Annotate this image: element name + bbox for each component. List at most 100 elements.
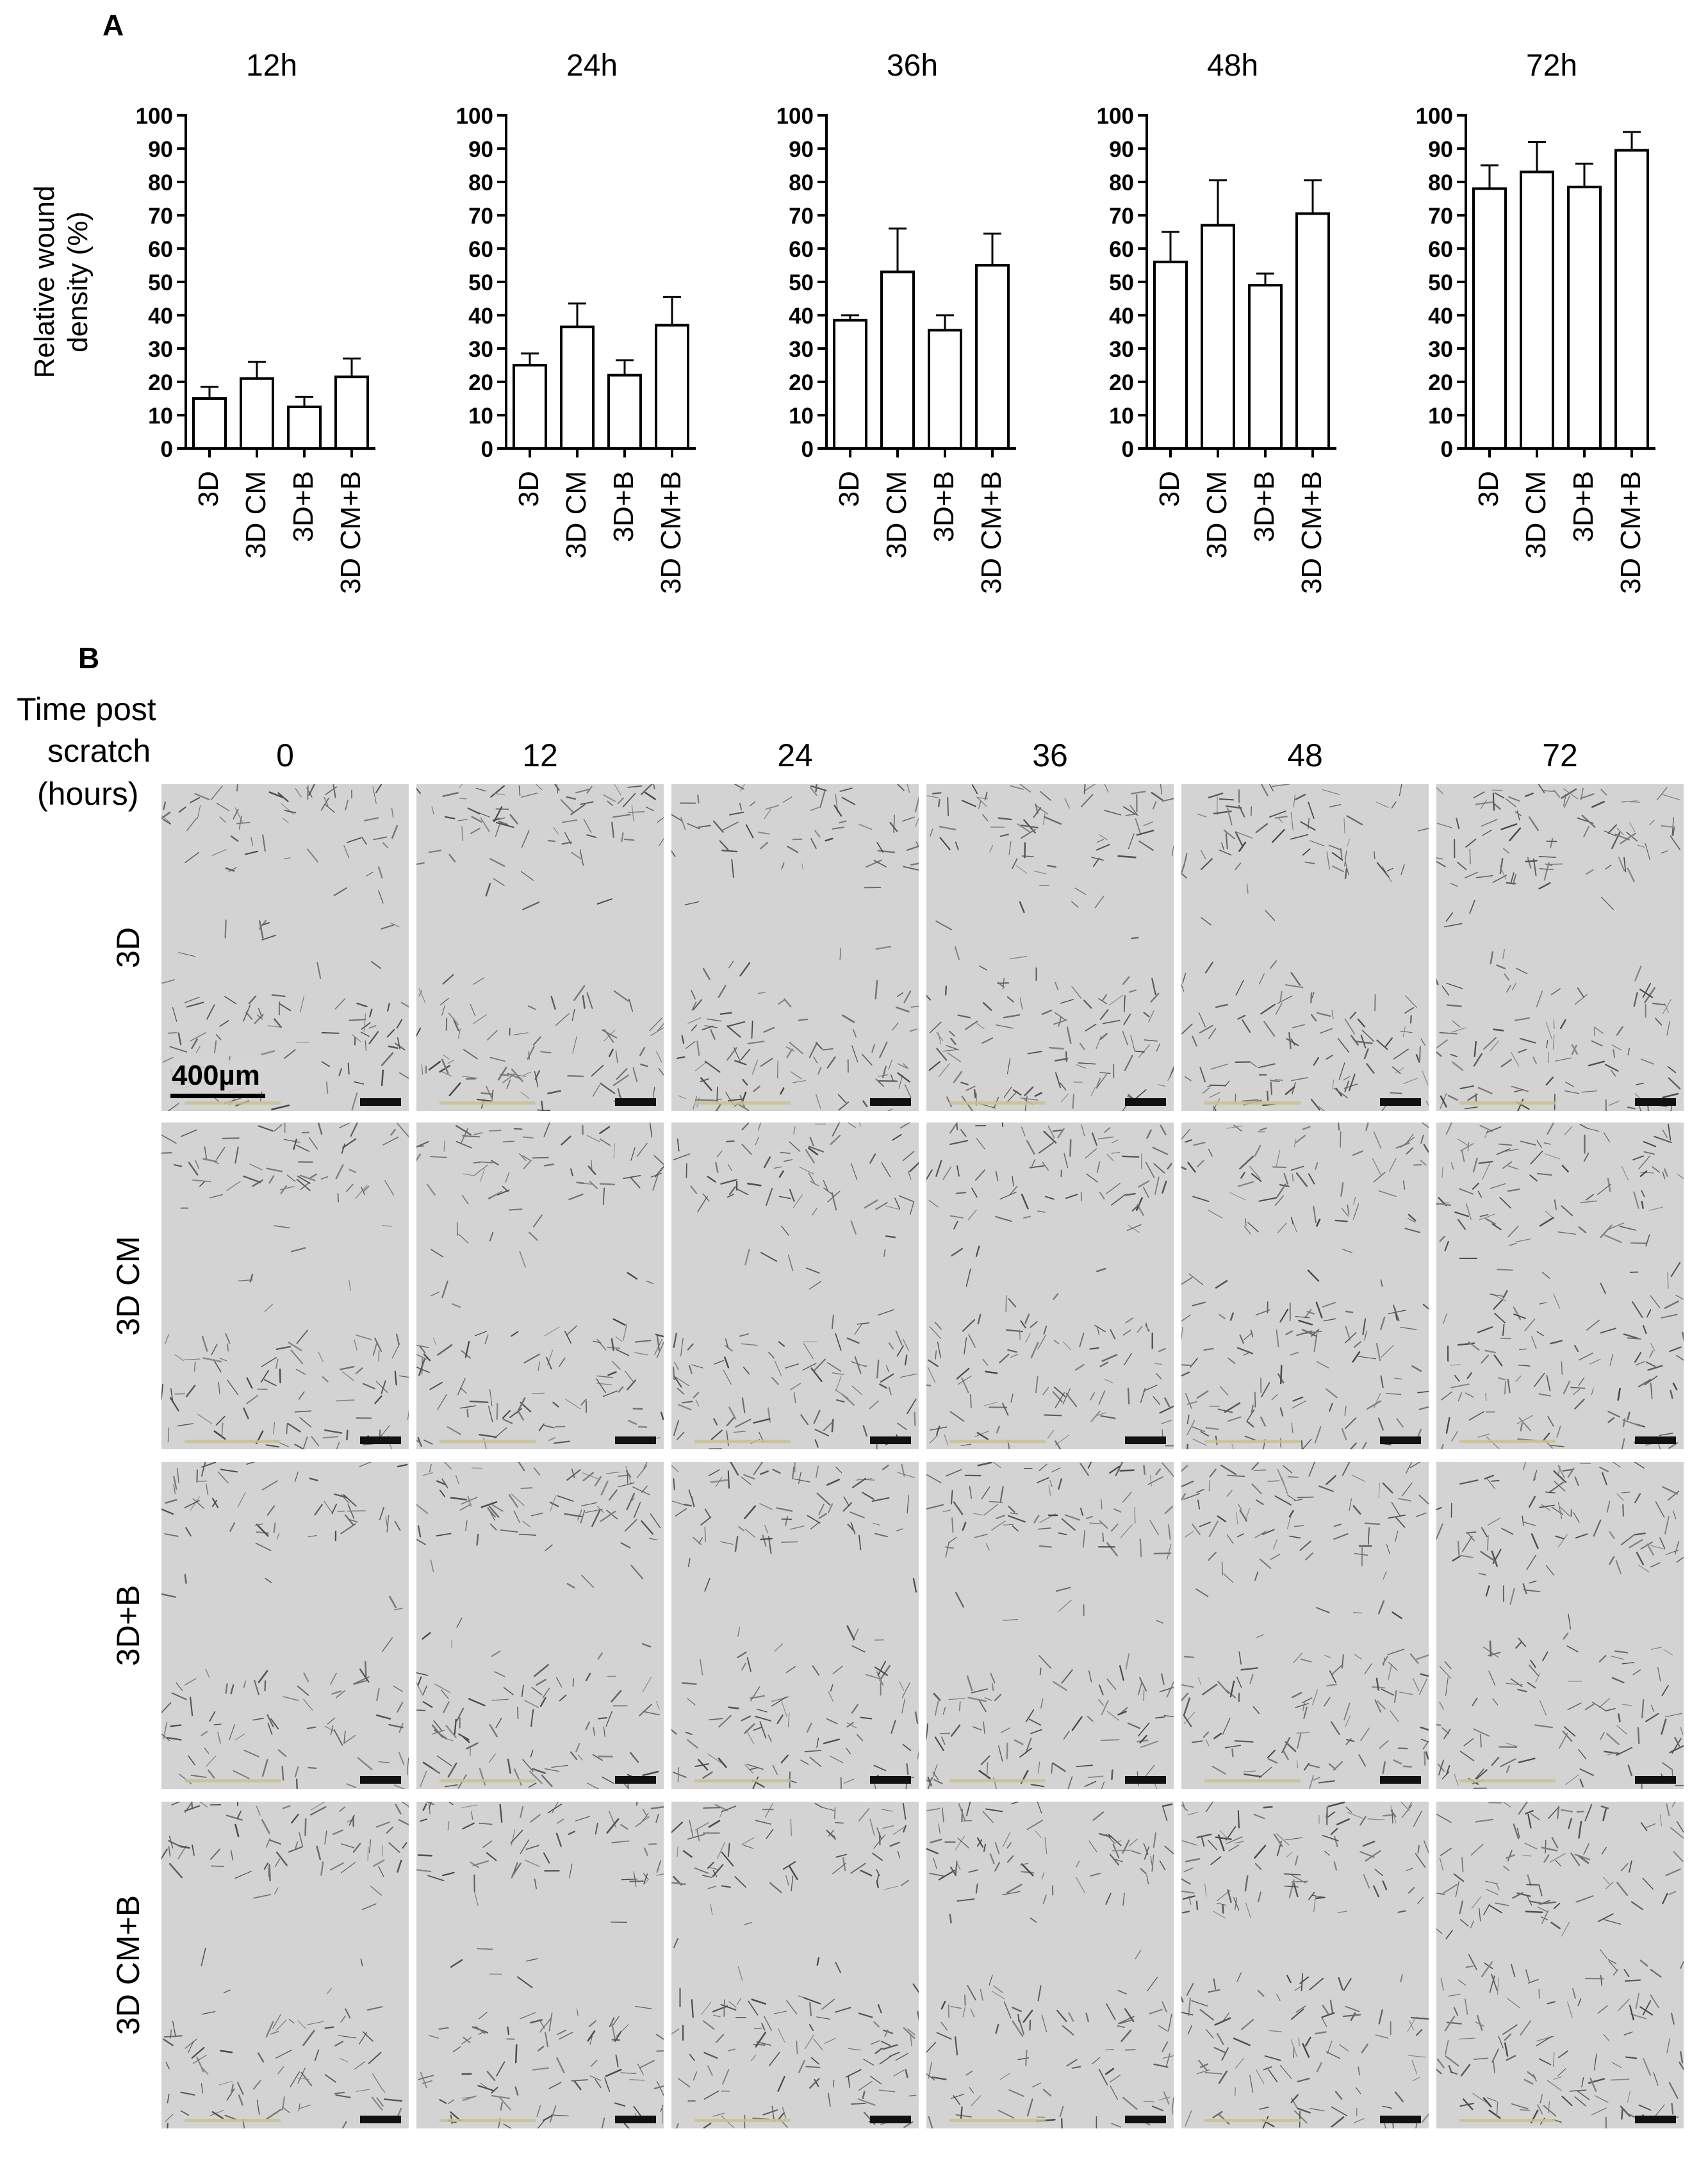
bar [975, 264, 1010, 450]
instrument-scale-mark [439, 1779, 536, 1782]
y-tick-label: 70 [1109, 204, 1134, 229]
timestamp-stamp [615, 1776, 656, 1784]
y-tick-label: 0 [1441, 437, 1453, 462]
y-tick-label: 50 [1428, 270, 1453, 295]
scratch-image-tile [671, 784, 919, 1111]
y-tick-label: 100 [456, 104, 493, 129]
timestamp-stamp [1380, 1098, 1421, 1106]
y-tick-label: 60 [1428, 237, 1453, 262]
scratch-image-tile [926, 1123, 1174, 1449]
cell-texture [1181, 1462, 1429, 1789]
timestamp-stamp [615, 1098, 656, 1106]
chart-title: 12h [246, 49, 297, 83]
y-tick-label: 20 [789, 370, 814, 395]
timestamp-stamp [1125, 1776, 1166, 1784]
x-tick-label: 3D CM [561, 471, 592, 559]
y-tick-label: 30 [1109, 337, 1134, 362]
y-tick-label: 70 [1428, 204, 1453, 229]
y-tick-label: 100 [1097, 104, 1134, 129]
scratch-image-tile [671, 1462, 919, 1789]
y-tick-label: 60 [789, 237, 814, 262]
x-tick-label: 3D [193, 471, 224, 507]
bar [655, 324, 689, 450]
bar [1472, 187, 1507, 450]
cell-texture [926, 784, 1174, 1111]
cell-texture [671, 784, 919, 1111]
x-tick-label: 3D CM [881, 471, 912, 559]
y-tick-label: 10 [1109, 404, 1134, 429]
y-tick-label: 0 [1122, 437, 1134, 462]
instrument-scale-mark [694, 1101, 791, 1105]
y-tick-label: 80 [789, 170, 814, 195]
scratch-image-tile [416, 784, 664, 1111]
time-axis-header-line-3: (hours) [37, 776, 139, 812]
cell-texture [672, 1123, 919, 1449]
instrument-scale-mark [1204, 1440, 1301, 1443]
instrument-scale-mark [949, 2119, 1046, 2122]
x-tick-label: 3D [833, 471, 865, 507]
cell-texture [416, 1123, 664, 1449]
bar [1295, 212, 1330, 450]
y-axis-label-line: density (%) [62, 211, 94, 352]
timestamp-stamp [360, 1776, 401, 1784]
y-tick-label: 30 [148, 337, 173, 362]
scratch-image-tile [161, 1802, 409, 2128]
instrument-scale-mark [1459, 1779, 1556, 1782]
cell-texture [161, 1123, 409, 1449]
panel-a-letter: A [103, 8, 124, 42]
bar [240, 377, 274, 450]
y-tick-label: 80 [468, 170, 493, 195]
scratch-image-tile [1436, 1802, 1684, 2128]
x-tick-label: 3D CM [240, 471, 272, 559]
timestamp-stamp [1125, 1098, 1166, 1106]
y-tick-label: 60 [148, 237, 173, 262]
chart-title: 36h [887, 49, 938, 83]
time-point-label: 48 [1287, 737, 1323, 773]
y-tick-label: 40 [1109, 304, 1134, 329]
y-tick-label: 90 [1109, 137, 1134, 162]
y-tick-label: 90 [1428, 137, 1453, 162]
instrument-scale-mark [694, 1440, 791, 1443]
scratch-image-tile [926, 1462, 1174, 1789]
cell-texture [1436, 1123, 1684, 1449]
bar-chart-4: 72h 0 10 20 30 40 50 60 70 80 90 100 3D 3D CM 3D+B 3D C… [1416, 49, 1655, 594]
y-tick-label: 100 [776, 104, 814, 129]
timestamp-stamp [360, 2116, 401, 2123]
condition-row-label: 3D CM+B [110, 1895, 146, 2036]
scale-bar-label: 400µm [169, 1060, 263, 1092]
scratch-image-tile [416, 1802, 664, 2128]
timestamp-stamp [1380, 1436, 1421, 1444]
timestamp-stamp [1635, 1776, 1676, 1784]
scratch-image-tile [1436, 784, 1684, 1111]
chart-title: 72h [1526, 49, 1577, 83]
cell-texture [926, 1123, 1174, 1449]
instrument-scale-mark [1204, 1101, 1301, 1105]
y-tick-label: 20 [1109, 370, 1134, 395]
bar [560, 325, 595, 450]
cell-texture [161, 1802, 409, 2128]
bar [1153, 260, 1188, 450]
instrument-scale-mark [185, 2119, 281, 2122]
cell-texture [416, 784, 664, 1111]
y-tick-label: 10 [468, 404, 493, 429]
instrument-scale-mark [185, 1440, 281, 1443]
x-tick-label: 3D [1154, 471, 1185, 507]
y-tick-label: 0 [481, 437, 493, 462]
x-tick-label: 3D+B [608, 471, 639, 542]
scratch-image-tile [1181, 1123, 1429, 1449]
cell-texture [1181, 1802, 1429, 2128]
bar [928, 329, 962, 450]
y-tick-label: 20 [148, 370, 173, 395]
y-tick-label: 40 [468, 304, 493, 329]
bar [287, 406, 322, 450]
y-tick-label: 70 [468, 204, 493, 229]
y-tick-label: 90 [468, 137, 493, 162]
bar-chart-2: 36h 0 10 20 30 40 50 60 70 80 90 100 3D 3D CM 3D+B 3D C… [776, 49, 1016, 594]
scratch-image-tile [1181, 1462, 1429, 1789]
timestamp-stamp [1380, 2116, 1421, 2123]
y-tick-label: 10 [789, 404, 814, 429]
time-point-label: 24 [777, 737, 813, 773]
y-tick-label: 50 [148, 270, 173, 295]
x-tick-label: 3D CM+B [335, 471, 366, 594]
scratch-image-tile [416, 1123, 664, 1449]
